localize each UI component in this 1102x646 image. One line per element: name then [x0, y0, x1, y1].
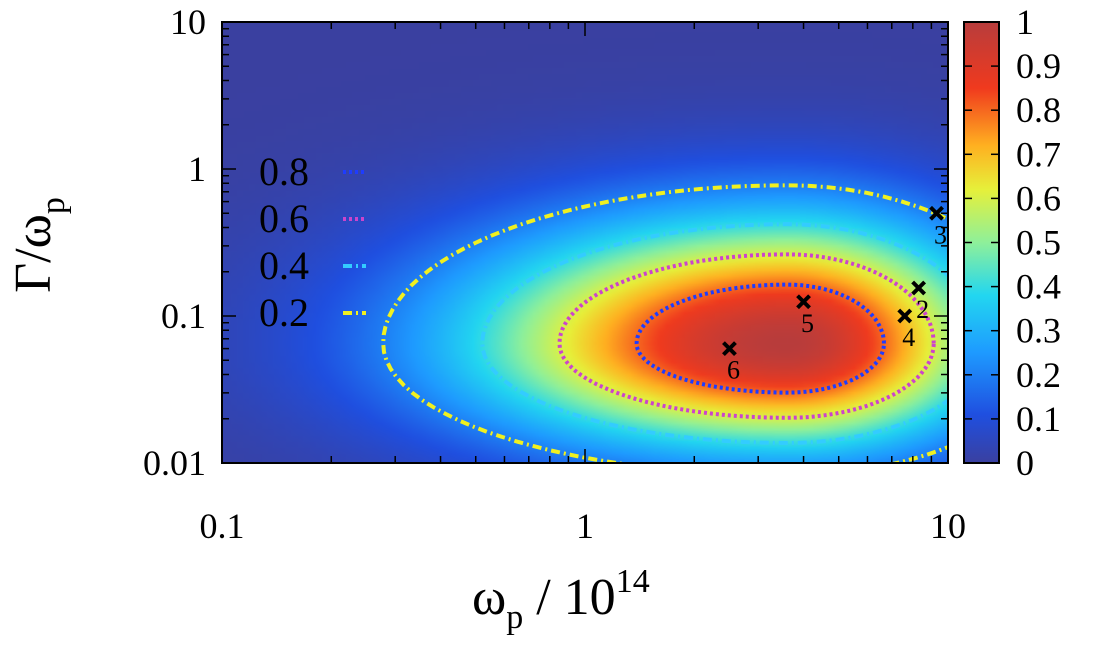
legend-label-0: 0.8 — [259, 149, 309, 194]
x-tick-label: 0.1 — [200, 506, 245, 546]
x-tick-label: 10 — [930, 506, 966, 546]
colorbar-tick-label: 0.7 — [1016, 134, 1061, 174]
colorbar-tick-label: 0.5 — [1016, 223, 1061, 263]
legend-label-2: 0.4 — [259, 243, 309, 288]
y-tick-label: 10 — [170, 2, 206, 42]
contour-legend: 0.80.60.40.2 — [259, 149, 366, 335]
y-tick-label: 0.1 — [161, 296, 206, 336]
point-6: 6 — [722, 341, 740, 385]
y-axis-label: Γ/ωp — [5, 197, 72, 293]
point-label: 2 — [916, 295, 929, 324]
point-2: 2 — [911, 280, 929, 324]
point-marker — [796, 294, 811, 310]
marked-points: 2 3 4 5 6 — [722, 205, 947, 385]
point-marker — [722, 341, 737, 357]
colorbar-tick-label: 1 — [1016, 2, 1034, 42]
colorbar-tick-label: 0 — [1016, 443, 1034, 483]
colorbar-tick-label: 0.8 — [1016, 90, 1061, 130]
y-tick-label: 1 — [188, 149, 206, 189]
point-marker — [911, 280, 927, 296]
legend-label-1: 0.6 — [259, 196, 309, 241]
legend-label-3: 0.2 — [259, 290, 309, 335]
point-marker — [897, 308, 913, 324]
y-axis-ticks: 0.01 0.1 1 10 — [143, 2, 948, 483]
colorbar-tick-label: 0.2 — [1016, 355, 1061, 395]
colorbar-tick-label: 0.6 — [1016, 178, 1061, 218]
colorbar-tick-label: 0.9 — [1016, 46, 1061, 86]
contour-2 — [480, 222, 948, 446]
colorbar-ticks: 00.10.20.30.40.5 0.60.70.80.91 — [964, 2, 1061, 483]
point-label: 5 — [801, 309, 814, 338]
x-tick-label: 1 — [576, 506, 594, 546]
point-label: 3 — [934, 220, 947, 249]
point-5: 5 — [796, 294, 814, 338]
colorbar-tick-label: 0.1 — [1016, 399, 1061, 439]
contour-0 — [634, 282, 886, 395]
colorbar: 00.10.20.30.40.5 0.60.70.80.91 — [963, 2, 1061, 483]
x-axis-label: ωp / 1014 — [472, 563, 650, 636]
heatmap-field — [222, 22, 948, 463]
x-axis-ticks: 0.1 1 10 — [200, 22, 966, 546]
colorbar-tick-label: 0.4 — [1016, 267, 1061, 307]
contour-1 — [557, 252, 936, 420]
point-label: 6 — [727, 356, 740, 385]
y-tick-label: 0.01 — [143, 443, 206, 483]
point-4: 4 — [897, 308, 915, 352]
colorbar-tick-label: 0.3 — [1016, 311, 1061, 351]
point-marker — [929, 205, 944, 221]
contour-lines — [381, 183, 948, 463]
point-label: 4 — [902, 323, 915, 352]
